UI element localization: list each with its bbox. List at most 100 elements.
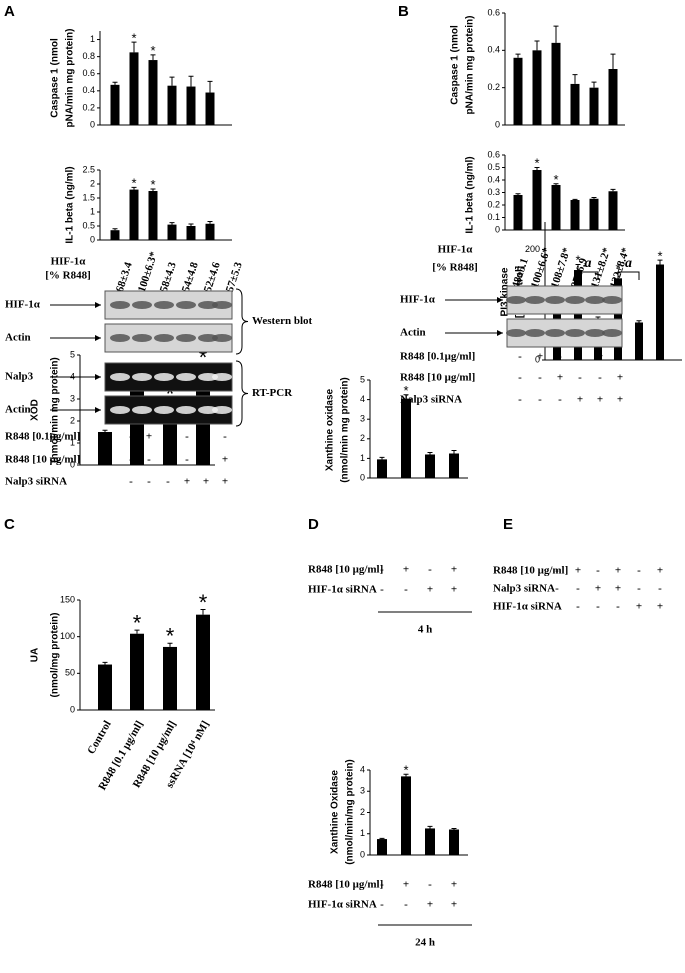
- treatment-sign: -: [147, 476, 151, 488]
- treatment-sign: -: [518, 394, 522, 406]
- y-axis-label: PI3 kinase: [500, 267, 511, 316]
- treatment-label: HIF-1α siRNA: [308, 899, 377, 911]
- bar: [148, 60, 158, 125]
- blot-band: [545, 296, 565, 304]
- error-bar: [188, 223, 194, 226]
- error-bar: [112, 81, 118, 85]
- treatment-sign: +: [451, 564, 457, 576]
- treatment-sign: +: [184, 476, 190, 488]
- treatment-label: R848 [10 μg/ml]: [5, 454, 80, 466]
- blot-band: [154, 373, 174, 381]
- significance-mark: *: [615, 261, 620, 276]
- y-tick-label: 3: [360, 414, 365, 424]
- error-bar: [131, 186, 137, 190]
- error-bar: [591, 197, 597, 199]
- y-tick-label: 2.5: [82, 164, 95, 174]
- treatment-sign: +: [617, 394, 623, 406]
- treatment-label: R848 [10 μg/ml]: [308, 879, 383, 891]
- bracket-label: a: [625, 256, 632, 271]
- treatment-sign: +: [557, 372, 563, 384]
- bar: [205, 92, 215, 125]
- error-bar: [131, 41, 137, 53]
- y-tick-label: 4: [70, 371, 75, 381]
- blot-band: [198, 373, 218, 381]
- blot-band: [110, 334, 130, 342]
- y-tick-label: 0.6: [487, 7, 500, 17]
- treatment-sign: +: [451, 879, 457, 891]
- error-bar: [657, 259, 663, 265]
- treatment-sign: +: [575, 565, 581, 577]
- error-bar: [207, 221, 213, 224]
- bar: [574, 270, 582, 360]
- bar: [425, 454, 435, 478]
- error-bar: [403, 773, 409, 777]
- y-tick-label: 3: [70, 393, 75, 403]
- lane-label: 68±3.4: [114, 260, 135, 293]
- treatment-label: Nalp3 siRNA: [493, 583, 555, 595]
- blot-band: [198, 301, 218, 309]
- significance-mark: *: [133, 610, 142, 635]
- bar: [163, 646, 177, 710]
- blot-band: [154, 334, 174, 342]
- treatment-sign: -: [147, 454, 151, 466]
- method-label: Western blot: [252, 315, 313, 327]
- error-bar: [379, 837, 385, 840]
- y-tick-label: 0: [535, 354, 540, 364]
- treatment-label: R848 [10 μg/ml]: [308, 564, 383, 576]
- treatment-sign: +: [657, 601, 663, 613]
- error-bar: [150, 54, 156, 61]
- error-bar: [102, 661, 108, 665]
- treatment-label: R848 [0.1μg/ml]: [400, 351, 475, 363]
- treatment-label: Nalp3 siRNA: [400, 394, 462, 406]
- significance-mark: *: [575, 253, 580, 268]
- treatment-sign: +: [427, 899, 433, 911]
- y-tick-label: 1: [360, 828, 365, 838]
- blot-row-label: Nalp3: [5, 371, 34, 383]
- treatment-sign: +: [165, 454, 171, 466]
- arrow-head: [95, 374, 101, 380]
- y-tick-label: 0.8: [82, 51, 95, 61]
- blot-band: [176, 406, 196, 414]
- treatment-label: Nalp3 siRNA: [5, 476, 67, 488]
- bar: [129, 189, 139, 240]
- y-axis-label: Caspase 1 (nmol: [50, 38, 61, 118]
- y-tick-label: 0.6: [82, 68, 95, 78]
- treatment-sign: -: [404, 584, 408, 596]
- treatment-sign: +: [203, 431, 209, 443]
- y-axis-label: pNA/min mg protein): [465, 16, 476, 115]
- significance-mark: *: [403, 383, 408, 398]
- error-bar: [572, 198, 578, 200]
- treatment-sign: -: [596, 601, 600, 613]
- error-bar: [553, 25, 559, 43]
- arrow-head: [95, 302, 101, 308]
- error-bar: [169, 76, 175, 86]
- treatment-sign: +: [222, 476, 228, 488]
- brace: [235, 360, 249, 427]
- bar: [401, 776, 411, 855]
- y-tick-label: 100: [60, 631, 75, 641]
- bar: [110, 84, 120, 125]
- bar: [167, 224, 177, 240]
- y-tick-label: 0.5: [82, 220, 95, 230]
- significance-mark: *: [150, 43, 155, 58]
- error-bar: [167, 642, 173, 647]
- treatment-sign: -: [166, 431, 170, 443]
- y-axis-label: (nmol/min/mg protein): [345, 759, 356, 865]
- bar: [186, 86, 196, 125]
- lane-label: 52±4.6: [202, 260, 223, 293]
- error-bar: [610, 188, 616, 192]
- blot-band: [506, 296, 526, 304]
- y-axis-label: IL-1 beta (ng/ml): [65, 166, 76, 243]
- y-tick-label: 0: [495, 119, 500, 129]
- blot-band: [565, 296, 585, 304]
- bar: [449, 453, 459, 478]
- blot-row-label: Actin: [400, 327, 426, 339]
- treatment-sign: -: [578, 351, 582, 363]
- blot-band: [212, 406, 232, 414]
- treatment-label: R848 [10 μg/ml]: [400, 372, 475, 384]
- bar: [401, 398, 411, 478]
- bar: [186, 226, 196, 240]
- y-tick-label: 0.4: [487, 45, 500, 55]
- treatment-sign: -: [428, 564, 432, 576]
- treatment-label: R848 [0.1μg/ml]: [5, 431, 80, 443]
